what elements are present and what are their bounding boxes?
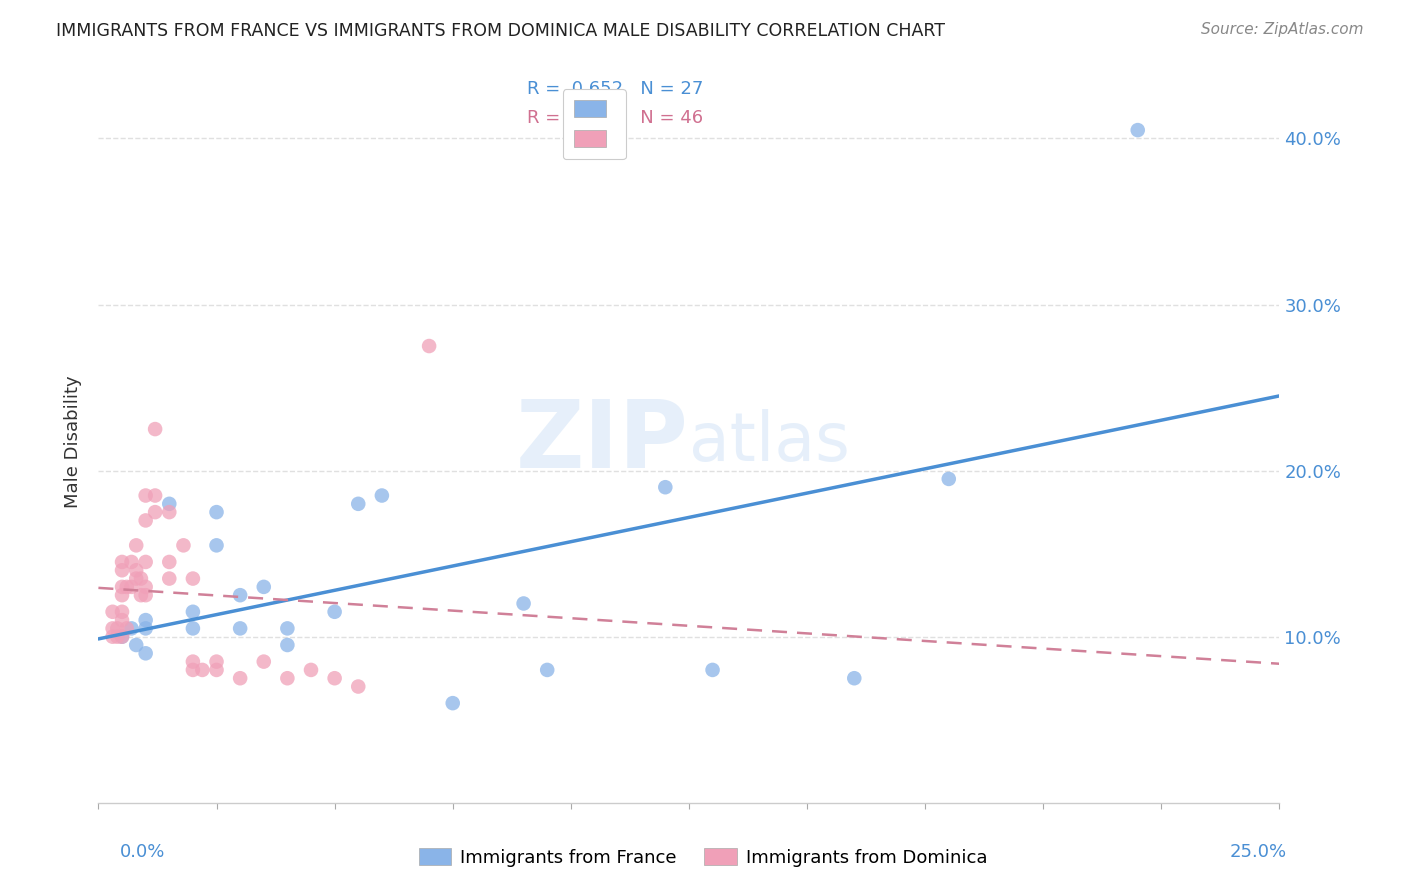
Point (418, 339, 440, 353)
Point (276, 671, 298, 685)
Point (276, 621, 298, 635)
Point (129, 588, 152, 602)
Point (111, 613, 134, 627)
Point (121, 621, 143, 635)
Point (129, 572, 152, 586)
Point (347, 680, 370, 694)
Legend: Immigrants from France, Immigrants from Dominica: Immigrants from France, Immigrants from … (412, 841, 994, 874)
Point (181, 663, 204, 677)
Point (115, 580, 138, 594)
Point (157, 555, 180, 569)
Point (229, 621, 252, 635)
Point (111, 580, 134, 594)
Point (276, 638, 298, 652)
Point (205, 663, 228, 677)
Text: IMMIGRANTS FROM FRANCE VS IMMIGRANTS FROM DOMINICA MALE DISABILITY CORRELATION C: IMMIGRANTS FROM FRANCE VS IMMIGRANTS FRO… (56, 22, 945, 40)
Point (125, 572, 148, 586)
Point (181, 655, 204, 669)
Point (191, 663, 214, 677)
Point (702, 663, 724, 677)
Point (111, 563, 134, 577)
Point (253, 655, 276, 669)
Point (157, 572, 180, 586)
Point (111, 588, 134, 602)
Point (125, 563, 148, 577)
Point (143, 505, 166, 519)
Point (181, 605, 204, 619)
Point (135, 555, 157, 569)
Point (135, 580, 157, 594)
Point (125, 638, 148, 652)
Point (143, 489, 166, 503)
Point (105, 630, 128, 644)
Point (181, 572, 204, 586)
Text: Source: ZipAtlas.com: Source: ZipAtlas.com (1201, 22, 1364, 37)
Point (181, 621, 204, 635)
Point (844, 671, 866, 685)
Point (121, 580, 143, 594)
Point (371, 489, 394, 503)
Point (115, 621, 138, 635)
Point (143, 422, 166, 436)
Text: atlas: atlas (689, 409, 849, 475)
Point (135, 489, 157, 503)
Point (654, 480, 676, 494)
Point (157, 497, 180, 511)
Point (205, 538, 228, 552)
Point (125, 538, 148, 552)
Point (229, 671, 252, 685)
Point (938, 472, 960, 486)
Point (135, 621, 157, 635)
Text: R =  0.281   N = 46: R = 0.281 N = 46 (527, 109, 703, 127)
Text: 0.0%: 0.0% (120, 843, 165, 861)
Point (135, 588, 157, 602)
Point (229, 588, 252, 602)
Point (323, 671, 346, 685)
Point (172, 538, 194, 552)
Y-axis label: Male Disability: Male Disability (65, 376, 83, 508)
Point (1126, 123, 1149, 137)
Point (253, 580, 276, 594)
Point (512, 597, 534, 611)
Point (101, 605, 124, 619)
Point (101, 630, 124, 644)
Point (536, 663, 558, 677)
Point (205, 505, 228, 519)
Text: 25.0%: 25.0% (1229, 843, 1286, 861)
Point (347, 497, 370, 511)
Point (101, 621, 124, 635)
Point (157, 505, 180, 519)
Point (299, 663, 322, 677)
Point (441, 696, 464, 710)
Point (135, 646, 157, 660)
Point (135, 613, 157, 627)
Point (323, 605, 346, 619)
Point (111, 630, 134, 644)
Point (205, 655, 228, 669)
Point (135, 513, 157, 527)
Point (121, 555, 143, 569)
Point (111, 555, 134, 569)
Point (105, 621, 128, 635)
Text: ZIP: ZIP (516, 395, 689, 488)
Point (111, 605, 134, 619)
Text: R =  0.652   N = 27: R = 0.652 N = 27 (527, 80, 703, 98)
Point (111, 630, 134, 644)
Legend: , : , (562, 89, 626, 160)
